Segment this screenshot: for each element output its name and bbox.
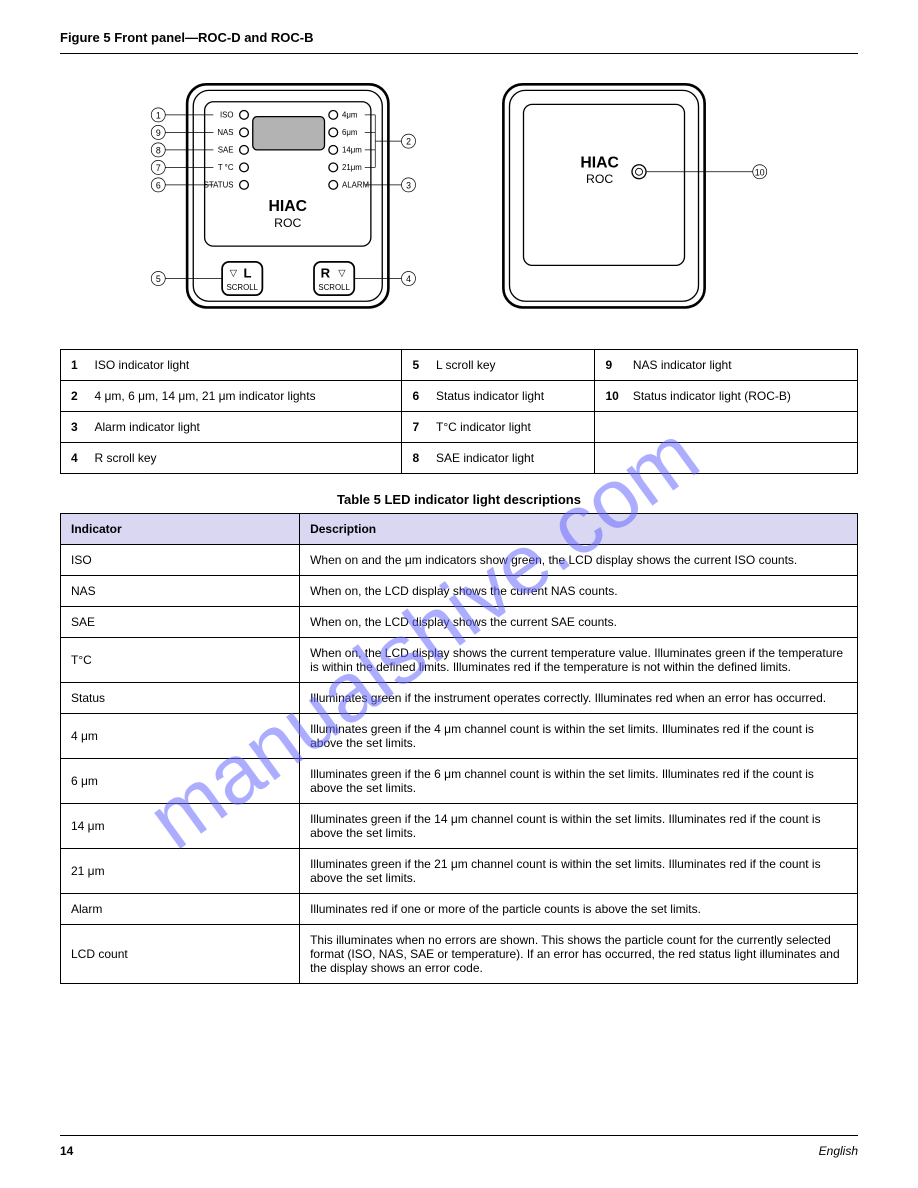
key-text: Status indicator light: [426, 381, 595, 412]
svg-text:9: 9: [156, 128, 161, 138]
led-indicator: NAS: [61, 576, 300, 607]
svg-text:3: 3: [406, 180, 411, 190]
key-num: 2: [61, 381, 85, 412]
led-description: Illuminates red if one or more of the pa…: [300, 894, 858, 925]
key-text: ISO indicator light: [85, 350, 402, 381]
roc-d-svg: ISO NAS SAE T °C STATUS 4μm 6μm 14μm 21μ…: [139, 68, 419, 328]
table5-caption: Table 5 LED indicator light descriptions: [60, 492, 858, 507]
figure-label: Figure 5: [60, 30, 111, 45]
key-num: 8: [402, 443, 426, 474]
key-num: [595, 412, 623, 443]
key-text: Status indicator light (ROC-B): [623, 381, 858, 412]
figure-caption: Figure 5 Front panel—ROC-D and ROC-B: [60, 30, 858, 45]
device-panels: ISO NAS SAE T °C STATUS 4μm 6μm 14μm 21μ…: [60, 68, 858, 331]
key-num: 9: [595, 350, 623, 381]
key-text: SAE indicator light: [426, 443, 595, 474]
led-indicator: T°C: [61, 638, 300, 683]
svg-text:10: 10: [755, 167, 765, 177]
svg-text:6μm: 6μm: [342, 128, 358, 137]
led-indicator: 21 μm: [61, 849, 300, 894]
key-text: [623, 443, 858, 474]
th-description: Description: [300, 514, 858, 545]
led-indicator: 6 μm: [61, 759, 300, 804]
svg-text:NAS: NAS: [217, 128, 233, 137]
svg-text:2: 2: [406, 137, 411, 147]
key-text: 4 μm, 6 μm, 14 μm, 21 μm indicator light…: [85, 381, 402, 412]
svg-text:4: 4: [406, 274, 411, 284]
svg-text:1: 1: [156, 110, 161, 120]
svg-text:14μm: 14μm: [342, 146, 362, 155]
led-description: When on, the LCD display shows the curre…: [300, 576, 858, 607]
led-indicator: Status: [61, 683, 300, 714]
key-num: 4: [61, 443, 85, 474]
led-indicator: 14 μm: [61, 804, 300, 849]
svg-text:HIAC: HIAC: [580, 154, 619, 171]
th-indicator: Indicator: [61, 514, 300, 545]
led-description: Illuminates green if the 21 μm channel c…: [300, 849, 858, 894]
key-num: 7: [402, 412, 426, 443]
svg-text:7: 7: [156, 163, 161, 173]
svg-text:6: 6: [156, 180, 161, 190]
svg-text:21μm: 21μm: [342, 163, 362, 172]
led-indicator-table: Indicator Description ISOWhen on and the…: [60, 513, 858, 984]
svg-text:▽: ▽: [230, 268, 238, 279]
key-num: 3: [61, 412, 85, 443]
key-num: 10: [595, 381, 623, 412]
callout-key-table: 1ISO indicator light5L scroll key9NAS in…: [60, 349, 858, 474]
key-text: NAS indicator light: [623, 350, 858, 381]
footer-rule: [60, 1135, 858, 1136]
figure-name: Front panel—ROC-D and ROC-B: [114, 30, 313, 45]
led-indicator: SAE: [61, 607, 300, 638]
panel-roc-d: ISO NAS SAE T °C STATUS 4μm 6μm 14μm 21μ…: [139, 68, 419, 331]
roc-b-svg: HIAC ROC 10: [499, 68, 779, 328]
led-description: Illuminates green if the 6 μm channel co…: [300, 759, 858, 804]
svg-text:SCROLL: SCROLL: [318, 283, 350, 292]
key-text: T°C indicator light: [426, 412, 595, 443]
page-number: 14: [60, 1144, 73, 1158]
led-indicator: 4 μm: [61, 714, 300, 759]
key-text: R scroll key: [85, 443, 402, 474]
svg-text:4μm: 4μm: [342, 111, 358, 120]
svg-text:R: R: [321, 266, 331, 281]
led-description: When on, the LCD display shows the curre…: [300, 638, 858, 683]
svg-text:8: 8: [156, 145, 161, 155]
led-indicator: Alarm: [61, 894, 300, 925]
panel-roc-b: HIAC ROC 10: [499, 68, 779, 331]
figure-rule: [60, 53, 858, 54]
key-text: [623, 412, 858, 443]
svg-text:ROC: ROC: [586, 172, 613, 186]
svg-text:▽: ▽: [338, 268, 346, 279]
key-num: [595, 443, 623, 474]
svg-text:5: 5: [156, 274, 161, 284]
svg-text:ISO: ISO: [220, 111, 234, 120]
led-description: When on, the LCD display shows the curre…: [300, 607, 858, 638]
svg-text:T °C: T °C: [218, 163, 234, 172]
key-text: Alarm indicator light: [85, 412, 402, 443]
key-num: 6: [402, 381, 426, 412]
svg-text:SAE: SAE: [218, 146, 234, 155]
key-text: L scroll key: [426, 350, 595, 381]
led-indicator: ISO: [61, 545, 300, 576]
svg-text:HIAC: HIAC: [269, 198, 308, 215]
led-description: This illuminates when no errors are show…: [300, 925, 858, 984]
key-num: 5: [402, 350, 426, 381]
led-indicator: LCD count: [61, 925, 300, 984]
led-description: Illuminates green if the 14 μm channel c…: [300, 804, 858, 849]
led-description: Illuminates green if the instrument oper…: [300, 683, 858, 714]
led-description: Illuminates green if the 4 μm channel co…: [300, 714, 858, 759]
footer-language: English: [819, 1144, 858, 1158]
svg-text:L: L: [243, 266, 251, 281]
key-num: 1: [61, 350, 85, 381]
svg-text:ROC: ROC: [274, 216, 301, 230]
led-description: When on and the μm indicators show green…: [300, 545, 858, 576]
svg-text:SCROLL: SCROLL: [227, 283, 259, 292]
